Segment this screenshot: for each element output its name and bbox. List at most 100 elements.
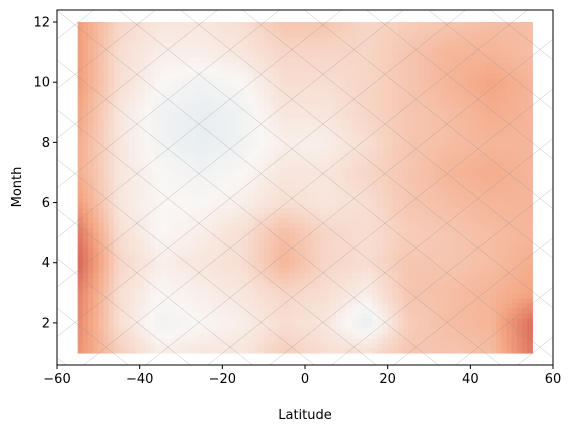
heatmap-cell — [82, 107, 89, 113]
heatmap-cell — [434, 287, 440, 294]
heatmap-cell — [377, 72, 384, 78]
heatmap-cell — [98, 157, 105, 164]
heatmap-cell — [310, 72, 316, 78]
heatmap-cell — [155, 247, 161, 254]
heatmap-cell — [284, 87, 291, 93]
heatmap-cell — [232, 277, 239, 284]
heatmap-cell — [522, 192, 528, 199]
heatmap-cell — [382, 262, 389, 269]
heatmap-cell — [201, 182, 208, 189]
heatmap-cell — [449, 162, 456, 169]
heatmap-cell — [434, 67, 440, 73]
heatmap-cell — [186, 262, 192, 269]
heatmap-cell — [516, 277, 523, 284]
heatmap-cell — [253, 287, 260, 294]
heatmap-cell — [496, 242, 502, 249]
heatmap-cell — [191, 247, 198, 254]
heatmap-cell — [356, 147, 363, 153]
heatmap-cell — [248, 102, 254, 108]
heatmap-cell — [175, 212, 182, 219]
heatmap-cell — [222, 247, 229, 254]
heatmap-cell — [470, 237, 477, 244]
heatmap-cell — [181, 297, 187, 304]
heatmap-cell — [434, 177, 440, 184]
heatmap-cell — [258, 332, 265, 339]
heatmap-cell — [227, 302, 234, 309]
heatmap-cell — [139, 337, 146, 344]
heatmap-cell — [243, 67, 249, 73]
heatmap-cell — [413, 242, 420, 249]
heatmap-cell — [134, 117, 141, 123]
heatmap-cell — [150, 112, 156, 118]
heatmap-cell — [196, 247, 203, 254]
heatmap-cell — [325, 87, 332, 93]
heatmap-cell — [403, 77, 409, 83]
heatmap-cell — [315, 147, 322, 153]
heatmap-cell — [160, 187, 167, 194]
heatmap-cell — [217, 282, 223, 289]
heatmap-cell — [160, 252, 167, 259]
heatmap-cell — [413, 202, 420, 209]
heatmap-cell — [284, 172, 291, 179]
heatmap-cell — [336, 277, 342, 284]
heatmap-cell — [305, 302, 311, 309]
heatmap-cell — [175, 112, 182, 118]
heatmap-cell — [196, 87, 203, 93]
heatmap-cell — [170, 337, 177, 344]
heatmap-cell — [170, 152, 177, 159]
heatmap-cell — [155, 347, 161, 354]
heatmap-cell — [465, 237, 471, 244]
heatmap-cell — [170, 312, 177, 319]
heatmap-cell — [263, 232, 270, 239]
heatmap-cell — [423, 177, 430, 184]
heatmap-cell — [408, 162, 415, 169]
heatmap-cell — [119, 282, 125, 289]
heatmap-cell — [232, 82, 239, 88]
heatmap-cell — [387, 147, 394, 153]
heatmap-cell — [196, 112, 203, 118]
heatmap-cell — [480, 222, 487, 229]
heatmap-cell — [382, 257, 389, 264]
heatmap-cell — [325, 202, 332, 209]
heatmap-cell — [119, 97, 125, 103]
heatmap-cell — [506, 237, 513, 244]
heatmap-cell — [196, 212, 203, 219]
heatmap-cell — [232, 217, 239, 224]
heatmap-cell — [253, 67, 260, 73]
heatmap-cell — [480, 117, 487, 123]
heatmap-cell — [82, 202, 89, 209]
heatmap-cell — [274, 92, 280, 98]
heatmap-cell — [103, 232, 110, 239]
heatmap-cell — [439, 142, 446, 148]
heatmap-cell — [108, 142, 115, 148]
heatmap-cell — [150, 167, 156, 174]
heatmap-cell — [382, 237, 389, 244]
heatmap-cell — [222, 97, 229, 103]
heatmap-cell — [485, 257, 492, 264]
heatmap-cell — [186, 127, 192, 133]
heatmap-cell — [103, 202, 110, 209]
heatmap-cell — [330, 242, 337, 249]
heatmap-cell — [88, 327, 94, 334]
heatmap-cell — [222, 102, 229, 108]
heatmap-cell — [175, 242, 182, 249]
heatmap-cell — [522, 162, 528, 169]
heatmap-cell — [165, 242, 172, 249]
heatmap-cell — [139, 187, 146, 194]
heatmap-cell — [144, 252, 151, 259]
heatmap-cell — [392, 207, 399, 214]
heatmap-cell — [392, 332, 399, 339]
heatmap-cell — [186, 257, 192, 264]
heatmap-cell — [377, 217, 384, 224]
heatmap-cell — [403, 292, 409, 299]
heatmap-cell — [429, 72, 435, 78]
heatmap-cell — [325, 77, 332, 83]
heatmap-cell — [367, 107, 373, 113]
heatmap-cell — [170, 282, 177, 289]
heatmap-cell — [330, 72, 337, 78]
heatmap-cell — [186, 142, 192, 148]
heatmap-cell — [93, 127, 99, 133]
heatmap-cell — [232, 272, 239, 279]
heatmap-cell — [248, 312, 254, 319]
heatmap-cell — [485, 277, 492, 284]
